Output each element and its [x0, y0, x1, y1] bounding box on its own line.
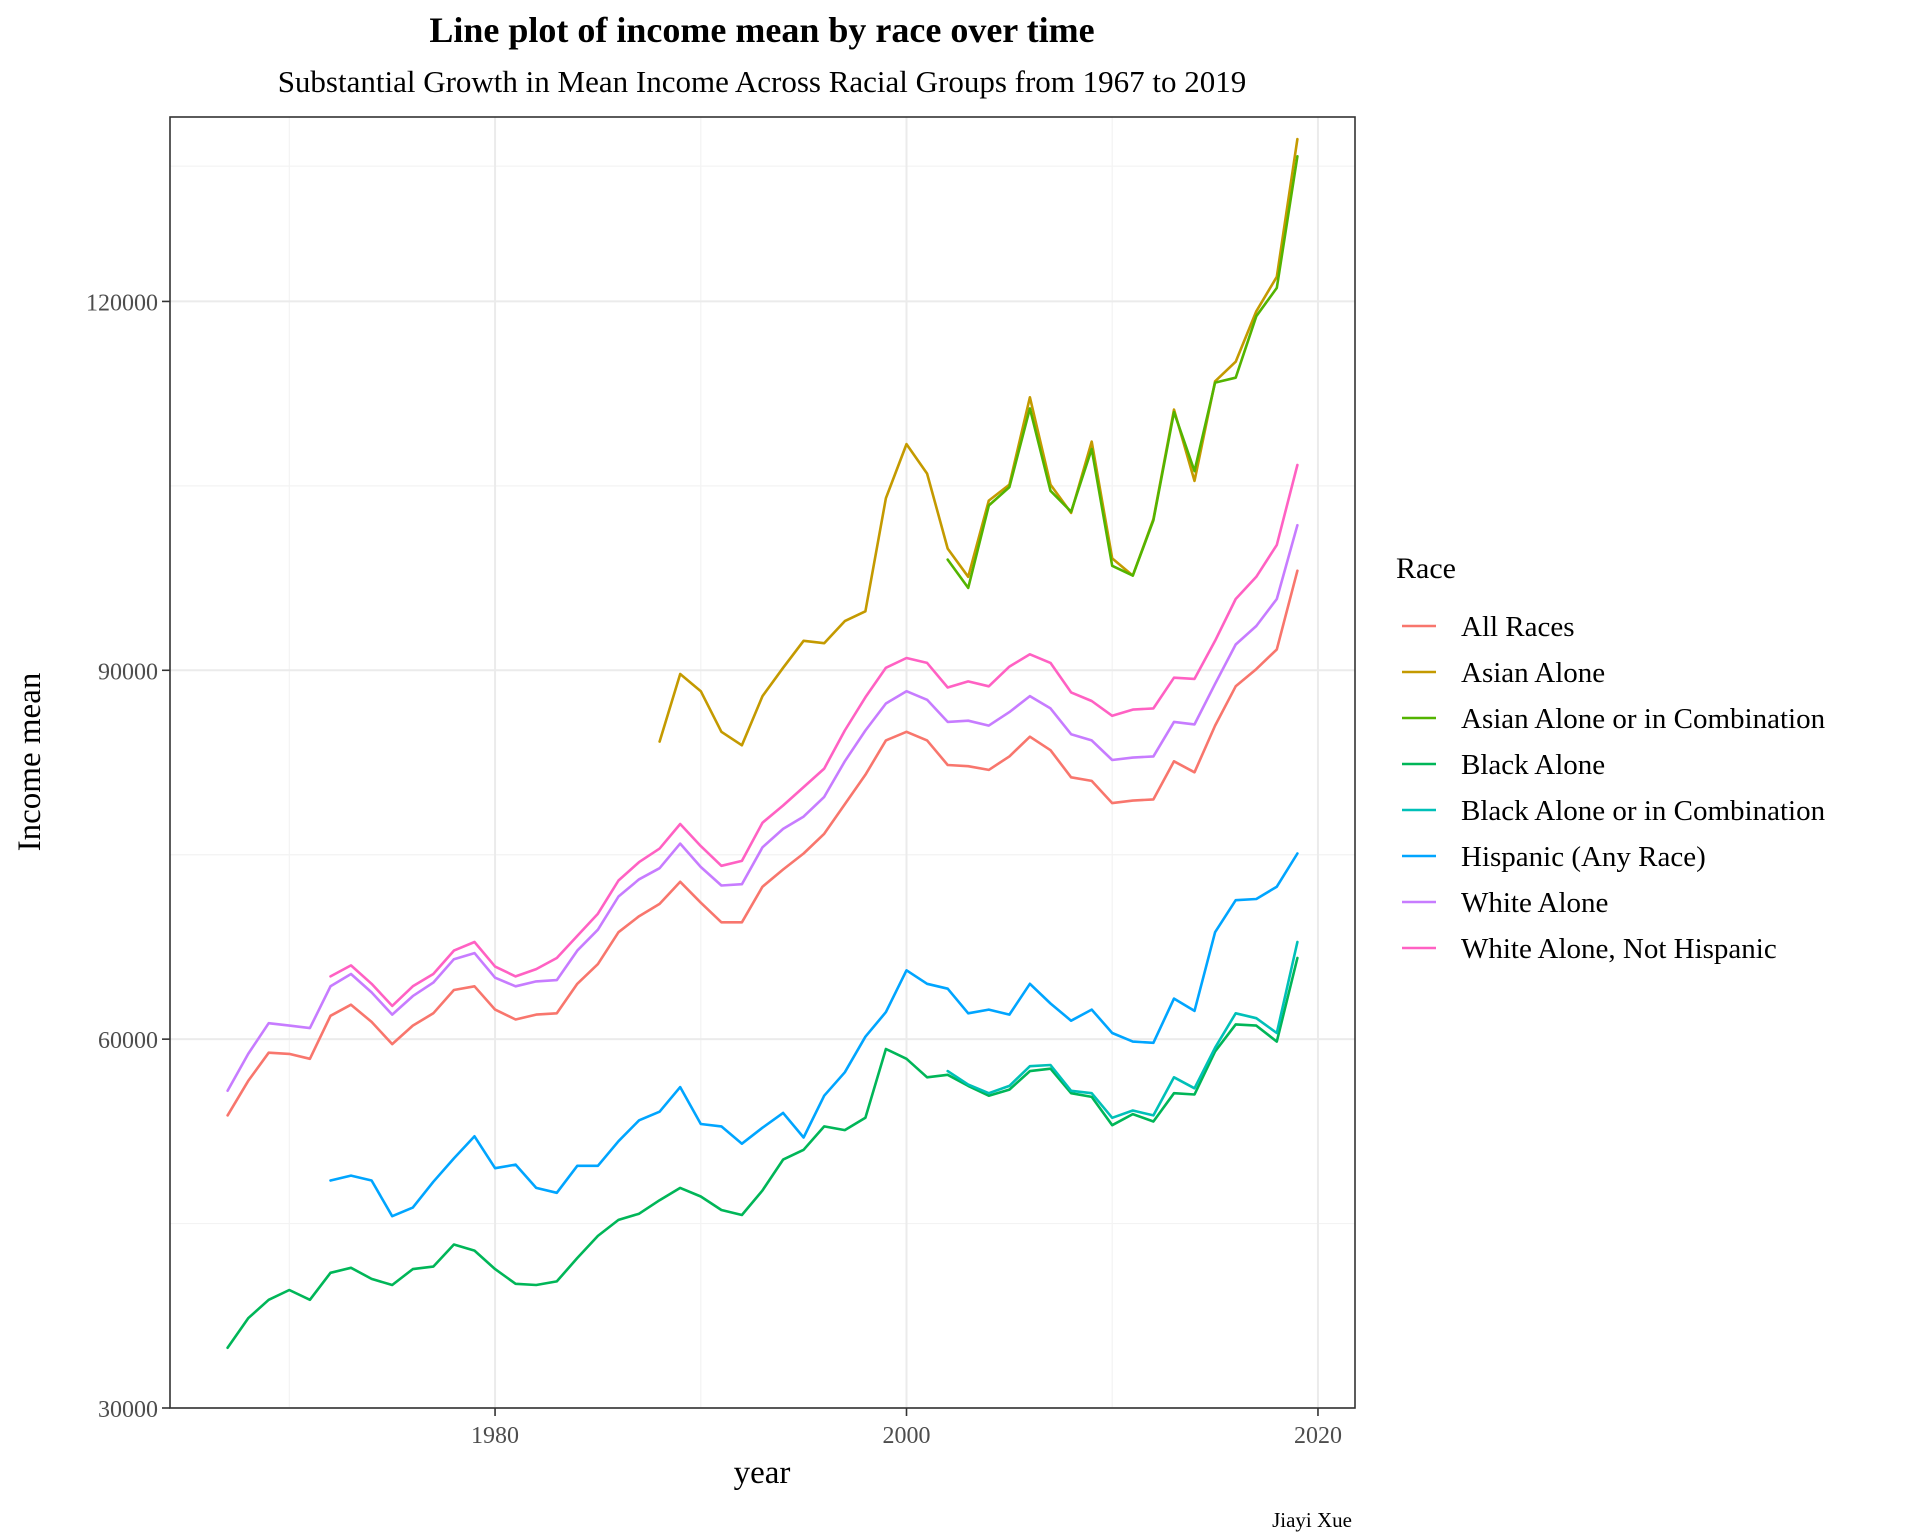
series-line-white-alone-not-hispanic: [329, 463, 1299, 1008]
chart-title: Line plot of income mean by race over ti…: [429, 10, 1094, 50]
series-line-asian-alone-or-in-combination: [946, 155, 1299, 590]
y-tick-label: 60000: [98, 1028, 158, 1054]
legend-label-asian-alone: Asian Alone: [1461, 657, 1605, 689]
legend-label-black-alone: Black Alone: [1461, 749, 1605, 781]
series-line-all-races: [226, 569, 1299, 1117]
legend-label-asian-alone-or-in-combination: Asian Alone or in Combination: [1461, 703, 1826, 735]
series-line-white-alone: [226, 523, 1299, 1093]
legend-label-black-alone-or-in-combination: Black Alone or in Combination: [1461, 795, 1826, 827]
legend-label-white-alone-not-hispanic: White Alone, Not Hispanic: [1461, 933, 1777, 965]
series-line-hispanic-any-race: [329, 852, 1299, 1218]
legend-label-all-races: All Races: [1461, 611, 1575, 643]
y-axis-title: Income mean: [12, 673, 48, 852]
legend-label-hispanic-any-race: Hispanic (Any Race): [1461, 841, 1706, 873]
legend: Race All Races Asian Alone Asian Alone or …: [1396, 552, 1826, 965]
series-line-asian-alone: [658, 137, 1299, 747]
panel-border: [169, 116, 1356, 1409]
x-tick-label: 2020: [1294, 1423, 1342, 1449]
x-tick-label: 1980: [471, 1423, 519, 1449]
caption: Jiayi Xue: [1272, 1508, 1352, 1532]
legend-label-white-alone: White Alone: [1461, 887, 1608, 919]
series-line-black-alone: [226, 956, 1299, 1350]
y-tick-label: 90000: [98, 659, 158, 685]
y-tick-label: 120000: [86, 290, 158, 316]
chart-subtitle: Substantial Growth in Mean Income Across…: [278, 64, 1247, 99]
y-tick-label: 30000: [98, 1397, 158, 1423]
legend-title: Race: [1396, 552, 1456, 585]
series-line-black-alone-or-in-combination: [946, 940, 1299, 1120]
x-axis-title: year: [734, 1455, 791, 1491]
series-layer: [226, 137, 1299, 1350]
x-tick-label: 2000: [883, 1423, 931, 1449]
axis-layer: 1980 2000 2020 30000 60000 90000 120000: [86, 290, 1342, 1449]
